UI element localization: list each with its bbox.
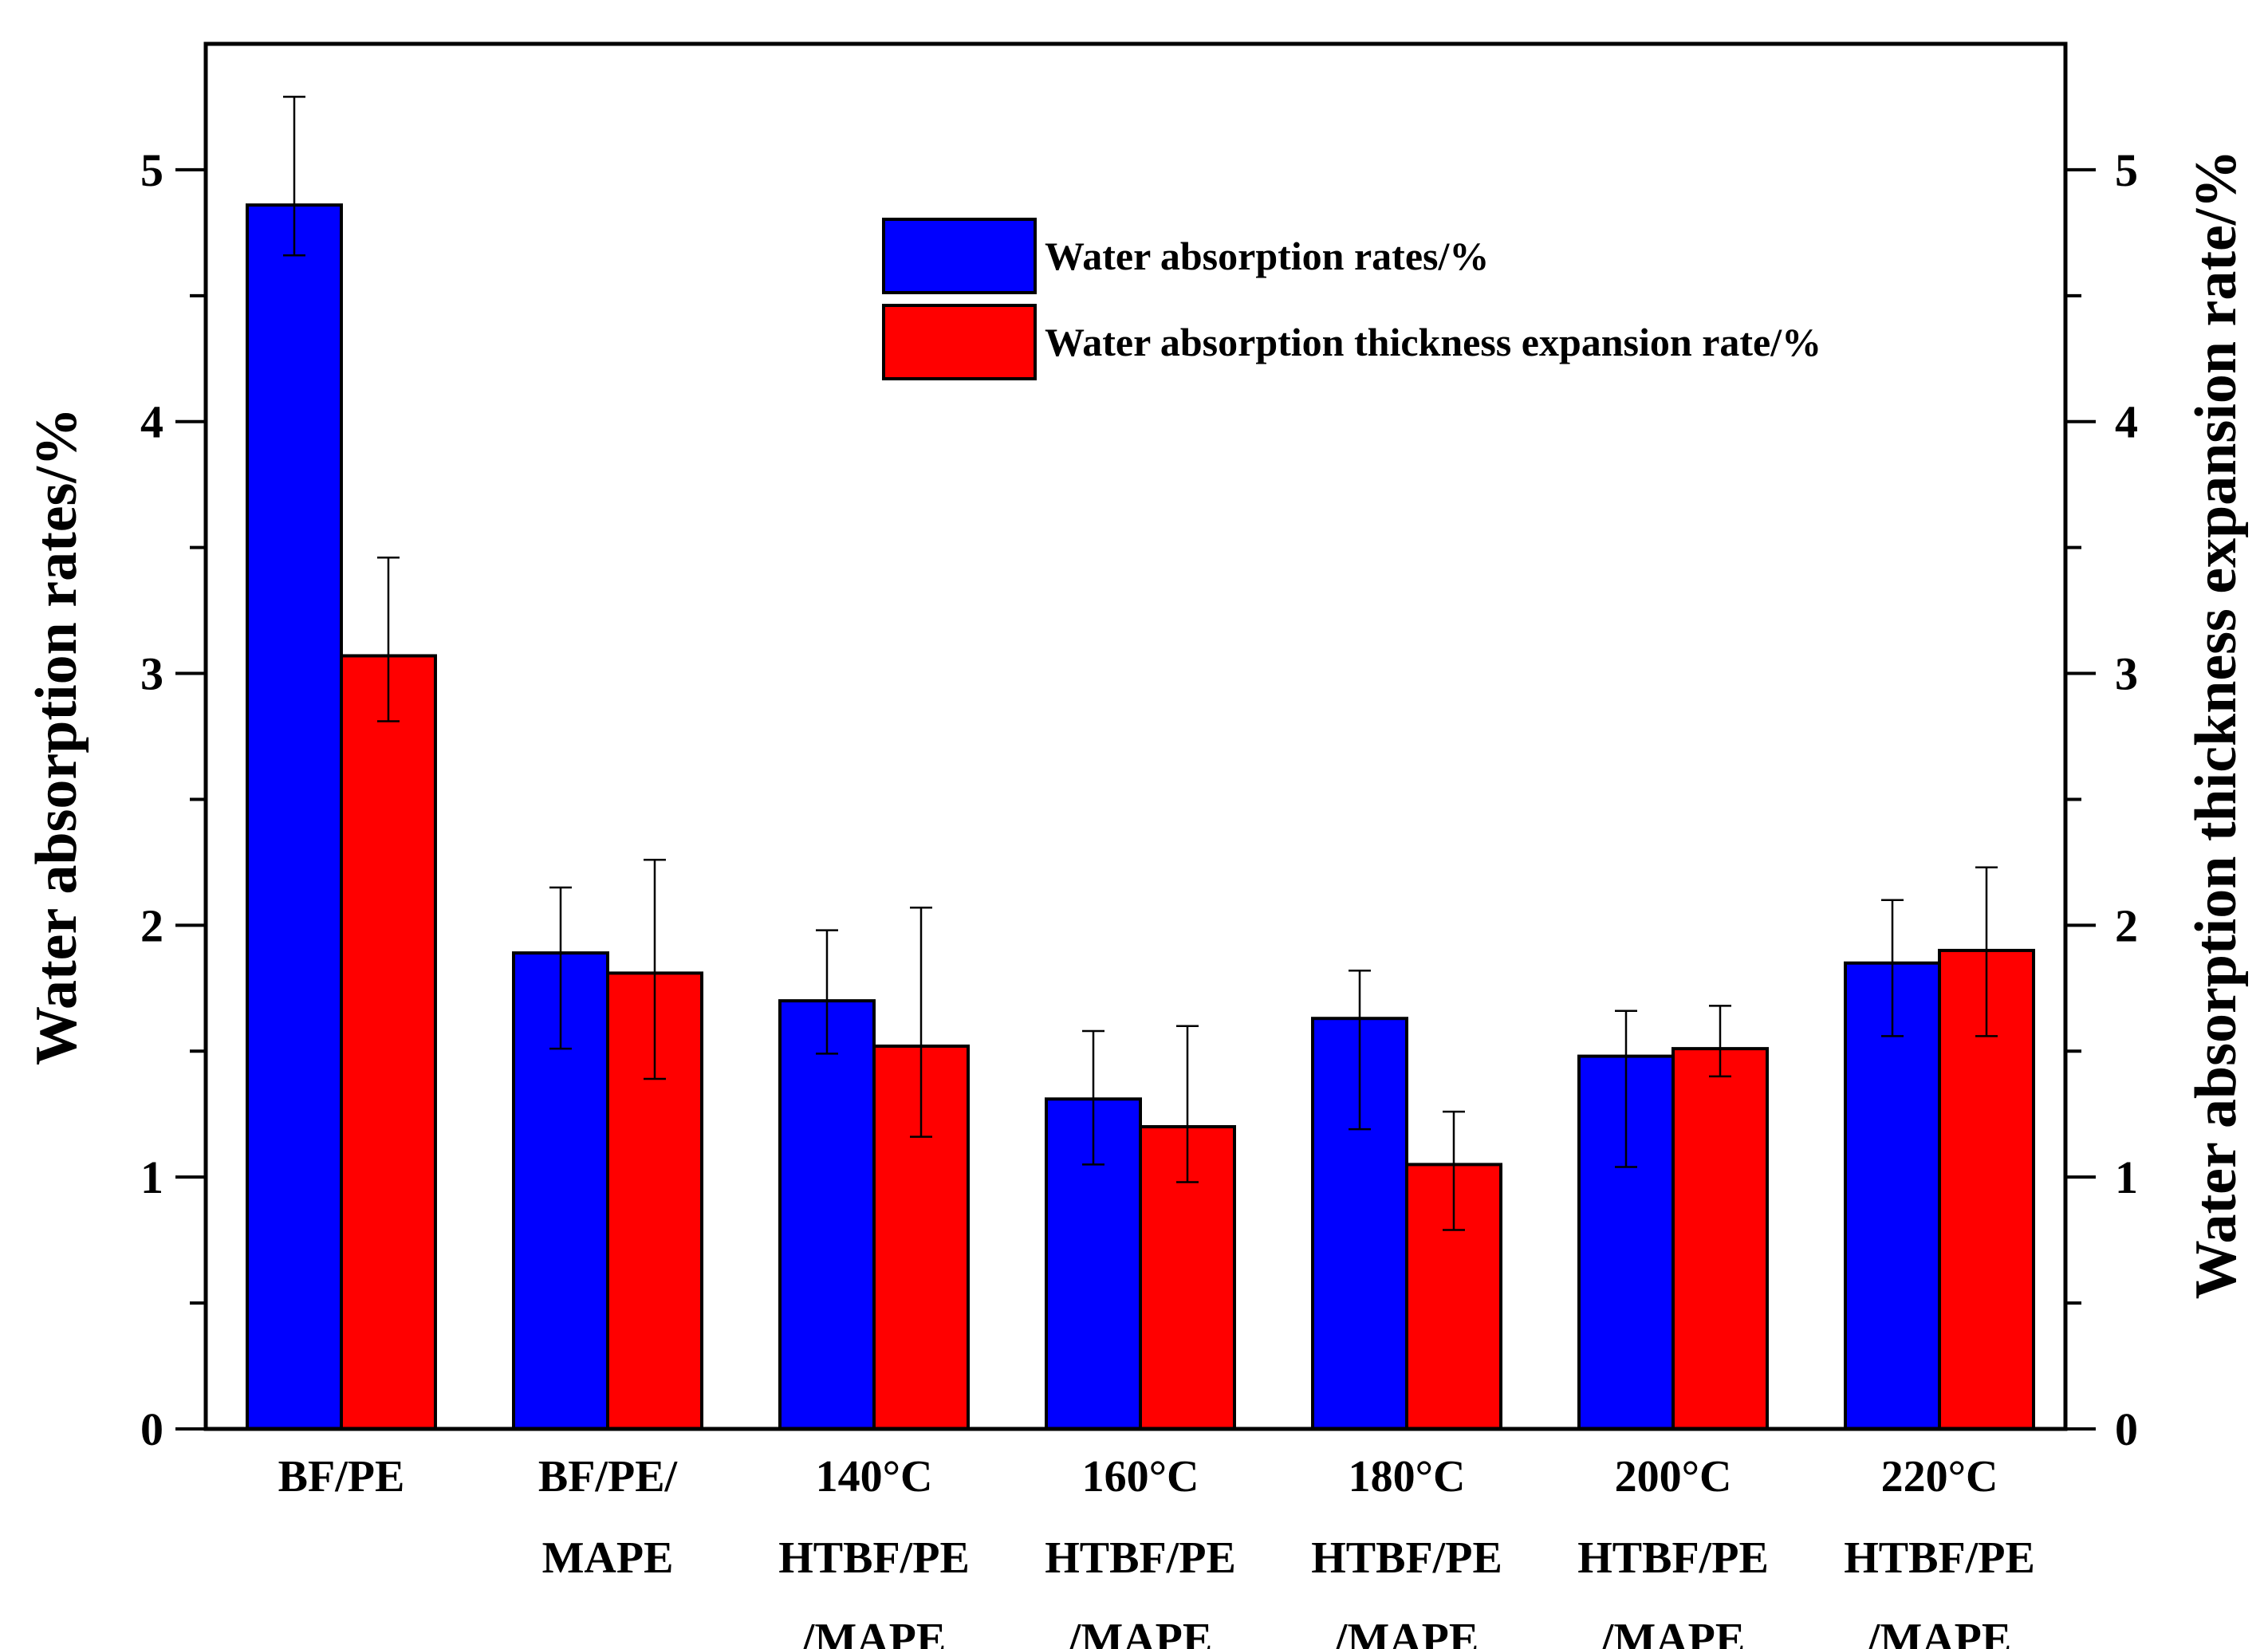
x-tick-label-6-line-1: HTBF/PE bbox=[1844, 1533, 2035, 1583]
y-tick-label-right-3: 3 bbox=[2115, 648, 2138, 700]
y-axis-title-left: Water absorption rates/% bbox=[24, 407, 89, 1065]
legend-label-expansion: Water absorption thickness expansion rat… bbox=[1045, 320, 1821, 364]
axes-layer bbox=[175, 41, 2096, 1431]
y-tick-label-left-3: 3 bbox=[140, 648, 163, 700]
x-tick-label-5-line-2: /MAPE bbox=[1601, 1615, 1745, 1649]
x-tick-label-5-line-1: HTBF/PE bbox=[1577, 1533, 1769, 1583]
x-tick-label-2-line-0: 140°C bbox=[816, 1452, 933, 1501]
bar-absorption-2 bbox=[778, 999, 876, 1431]
y-tick-label-left-0: 0 bbox=[140, 1403, 163, 1455]
y-tick-label-right-2: 2 bbox=[2115, 899, 2138, 951]
legend-swatch-absorption bbox=[882, 218, 1037, 294]
x-tick-label-3-line-0: 160°C bbox=[1082, 1452, 1199, 1501]
x-tick-label-1-line-0: BF/PE/ bbox=[538, 1452, 679, 1501]
x-tick-label-4-line-0: 180°C bbox=[1349, 1452, 1466, 1501]
legend-swatch-expansion bbox=[882, 304, 1037, 380]
x-tick-label-4-line-2: /MAPE bbox=[1334, 1615, 1479, 1649]
bar-expansion-0 bbox=[340, 654, 437, 1431]
x-tick-label-4-line-1: HTBF/PE bbox=[1311, 1533, 1502, 1583]
x-tick-label-0-line-0: BF/PE bbox=[278, 1452, 405, 1501]
x-tick-label-2-line-2: /MAPE bbox=[801, 1615, 946, 1649]
y-tick-label-right-4: 4 bbox=[2115, 396, 2138, 448]
y-tick-label-left-1: 1 bbox=[140, 1151, 163, 1203]
labels-layer: BF/PE BF/PE/MAPE 140°C HTBF/PE/MAPE 160°C HTB… bbox=[24, 144, 2249, 1649]
y-tick-label-left-5: 5 bbox=[140, 144, 163, 196]
bar-expansion-5 bbox=[1671, 1047, 1769, 1431]
y-tick-label-right-1: 1 bbox=[2115, 1151, 2138, 1203]
x-tick-label-1-line-1: MAPE bbox=[542, 1533, 674, 1583]
legend: Water absorption rates/% Water absorption… bbox=[882, 218, 1821, 380]
y-tick-label-right-5: 5 bbox=[2115, 144, 2138, 196]
bars-layer bbox=[246, 96, 2035, 1431]
x-tick-label-2-line-1: HTBF/PE bbox=[778, 1533, 970, 1583]
legend-label-absorption: Water absorption rates/% bbox=[1045, 234, 1489, 278]
plot-frame bbox=[203, 41, 2068, 1431]
x-tick-label-6-line-2: /MAPE bbox=[1867, 1615, 2011, 1649]
x-tick-label-6-line-0: 220°C bbox=[1881, 1452, 1998, 1501]
x-tick-label-3-line-1: HTBF/PE bbox=[1045, 1533, 1236, 1583]
x-tick-label-3-line-2: /MAPE bbox=[1068, 1615, 1212, 1649]
y-axis-title-right: Water absorption thickness expansion rat… bbox=[2183, 150, 2249, 1300]
bar-absorption-0 bbox=[246, 203, 343, 1431]
y-tick-label-right-0: 0 bbox=[2115, 1403, 2138, 1455]
y-tick-label-left-2: 2 bbox=[140, 899, 163, 951]
y-tick-label-left-4: 4 bbox=[140, 396, 163, 448]
x-tick-label-5-line-0: 200°C bbox=[1615, 1452, 1732, 1501]
